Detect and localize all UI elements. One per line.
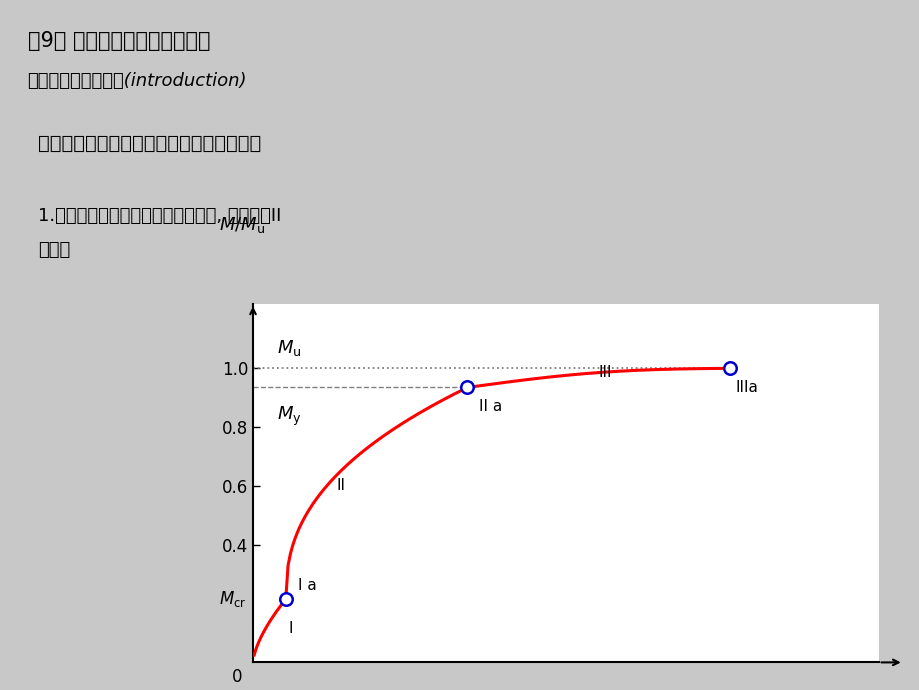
Text: 0: 0 — [232, 668, 243, 686]
Text: III: III — [598, 365, 611, 380]
Text: II a: II a — [479, 400, 502, 414]
Text: $M_{\rm cr}$: $M_{\rm cr}$ — [219, 589, 246, 609]
Text: I a: I a — [298, 578, 316, 593]
Text: $M_{\rm u}$: $M_{\rm u}$ — [277, 338, 301, 358]
Text: $M/M_{\rm u}$: $M/M_{\rm u}$ — [219, 215, 265, 235]
Text: $f$: $f$ — [915, 667, 919, 687]
Text: I: I — [289, 621, 293, 636]
Text: 第9章 钢筋混凝土受弯构件的应: 第9章 钢筋混凝土受弯构件的应 — [28, 31, 210, 51]
Text: 1.使用阶段一般指梁带裂缝工作阶段, 对应的是II: 1.使用阶段一般指梁带裂缝工作阶段, 对应的是II — [38, 207, 280, 226]
Text: IIIa: IIIa — [735, 380, 757, 395]
Text: II: II — [336, 478, 345, 493]
Text: 钢筋混凝土受弯构件在使用阶段的计算特点: 钢筋混凝土受弯构件在使用阶段的计算特点 — [38, 134, 261, 152]
Text: $M_{\rm y}$: $M_{\rm y}$ — [277, 405, 301, 428]
Text: 力、裂缝和变形计算(introduction): 力、裂缝和变形计算(introduction) — [28, 72, 247, 90]
Text: 阶段。: 阶段。 — [38, 241, 70, 259]
